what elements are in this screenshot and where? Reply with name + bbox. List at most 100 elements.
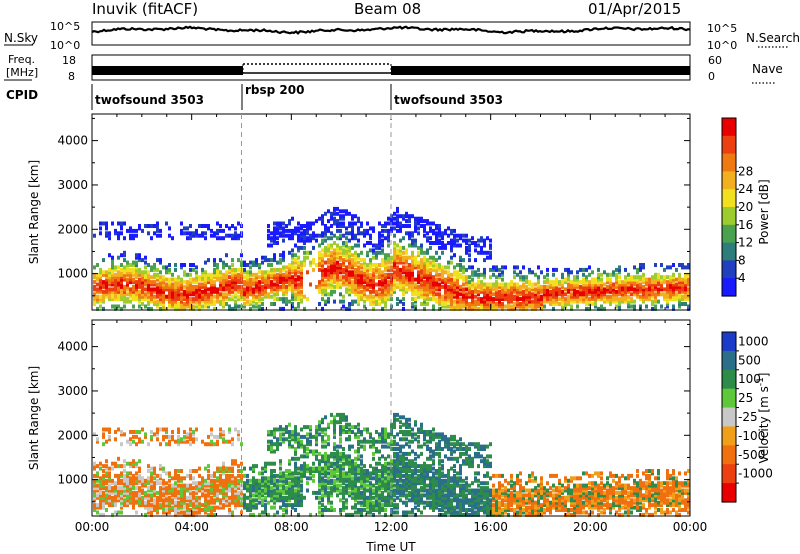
- echo-cell: [390, 280, 393, 285]
- echo-cell: [114, 473, 117, 478]
- echo-cell: [417, 219, 420, 224]
- echo-cell: [189, 495, 192, 500]
- echo-cell: [114, 292, 117, 297]
- echo-cell: [378, 270, 381, 275]
- echo-cell: [633, 280, 636, 285]
- echo-cell: [267, 486, 270, 491]
- echo-cell: [288, 233, 291, 238]
- echo-cell: [672, 284, 675, 289]
- echo-cell: [186, 297, 189, 302]
- echo-cell: [333, 469, 336, 473]
- echo-cell: [147, 495, 150, 500]
- echo-cell: [195, 294, 198, 299]
- echo-cell: [366, 265, 369, 270]
- echo-cell: [285, 510, 288, 515]
- echo-cell: [681, 287, 684, 292]
- echo-cell: [348, 248, 351, 253]
- echo-cell: [222, 430, 225, 434]
- echo-cell: [429, 297, 432, 302]
- echo-cell: [450, 255, 453, 260]
- echo-cell: [333, 275, 336, 280]
- echo-cell: [270, 275, 273, 280]
- echo-cell: [120, 263, 123, 267]
- echo-cell: [369, 495, 372, 500]
- echo-cell: [537, 275, 540, 280]
- echo-cell: [363, 469, 366, 473]
- echo-cell: [249, 292, 252, 297]
- echo-cell: [333, 253, 336, 258]
- echo-cell: [528, 292, 531, 297]
- echo-cell: [222, 275, 225, 280]
- echo-cell: [462, 238, 465, 243]
- echo-cell: [666, 275, 669, 280]
- echo-cell: [204, 483, 207, 488]
- echo-cell: [246, 486, 249, 491]
- echo-cell: [606, 287, 609, 292]
- echo-cell: [273, 226, 276, 231]
- echo-cell: [459, 236, 462, 241]
- echo-cell: [150, 476, 153, 481]
- echo-cell: [198, 299, 201, 304]
- echo-cell: [204, 508, 207, 512]
- echo-cell: [273, 461, 276, 466]
- echo-cell: [420, 260, 423, 265]
- echo-cell: [306, 447, 309, 451]
- echo-cell: [570, 270, 573, 275]
- echo-cell: [387, 284, 390, 289]
- echo-cell: [174, 292, 177, 297]
- echo-cell: [450, 306, 453, 311]
- echo-cell: [420, 284, 423, 289]
- echo-cell: [207, 297, 210, 302]
- echo-cell: [336, 248, 339, 253]
- echo-cell: [174, 299, 177, 304]
- echo-cell: [171, 294, 174, 299]
- echo-cell: [348, 238, 351, 243]
- echo-cell: [210, 439, 213, 444]
- echo-cell: [417, 250, 420, 255]
- echo-cell: [294, 427, 297, 432]
- echo-cell: [342, 250, 345, 255]
- echo-cell: [417, 226, 420, 231]
- echo-cell: [429, 282, 432, 287]
- echo-cell: [270, 481, 273, 486]
- echo-cell: [246, 289, 249, 294]
- echo-cell: [333, 219, 336, 224]
- echo-cell: [99, 498, 102, 503]
- echo-cell: [486, 250, 489, 255]
- echo-cell: [270, 280, 273, 285]
- echo-cell: [111, 277, 114, 282]
- echo-cell: [282, 306, 285, 311]
- echo-cell: [213, 434, 216, 439]
- echo-cell: [102, 478, 105, 483]
- echo-cell: [360, 277, 363, 282]
- echo-cell: [495, 282, 498, 287]
- echo-cell: [285, 503, 288, 508]
- echo-cell: [264, 258, 267, 263]
- echo-cell: [360, 469, 363, 473]
- echo-cell: [267, 272, 270, 277]
- echo-cell: [258, 495, 261, 500]
- echo-cell: [141, 258, 144, 263]
- echo-cell: [114, 498, 117, 503]
- echo-cell: [222, 503, 225, 508]
- echo-cell: [156, 495, 159, 500]
- echo-cell: [660, 280, 663, 285]
- echo-cell: [372, 226, 375, 231]
- echo-cell: [327, 434, 330, 439]
- echo-cell: [198, 473, 201, 478]
- echo-cell: [396, 248, 399, 253]
- echo-cell: [351, 476, 354, 481]
- echo-cell: [93, 287, 96, 292]
- echo-cell: [591, 302, 594, 306]
- echo-cell: [438, 272, 441, 277]
- echo-cell: [345, 471, 348, 476]
- echo-cell: [126, 503, 129, 508]
- echo-cell: [561, 275, 564, 280]
- echo-cell: [360, 508, 363, 512]
- echo-cell: [456, 280, 459, 285]
- echo-cell: [339, 245, 342, 250]
- echo-cell: [213, 306, 216, 311]
- echo-cell: [99, 221, 102, 226]
- echo-cell: [642, 275, 645, 280]
- echo-cell: [360, 444, 363, 449]
